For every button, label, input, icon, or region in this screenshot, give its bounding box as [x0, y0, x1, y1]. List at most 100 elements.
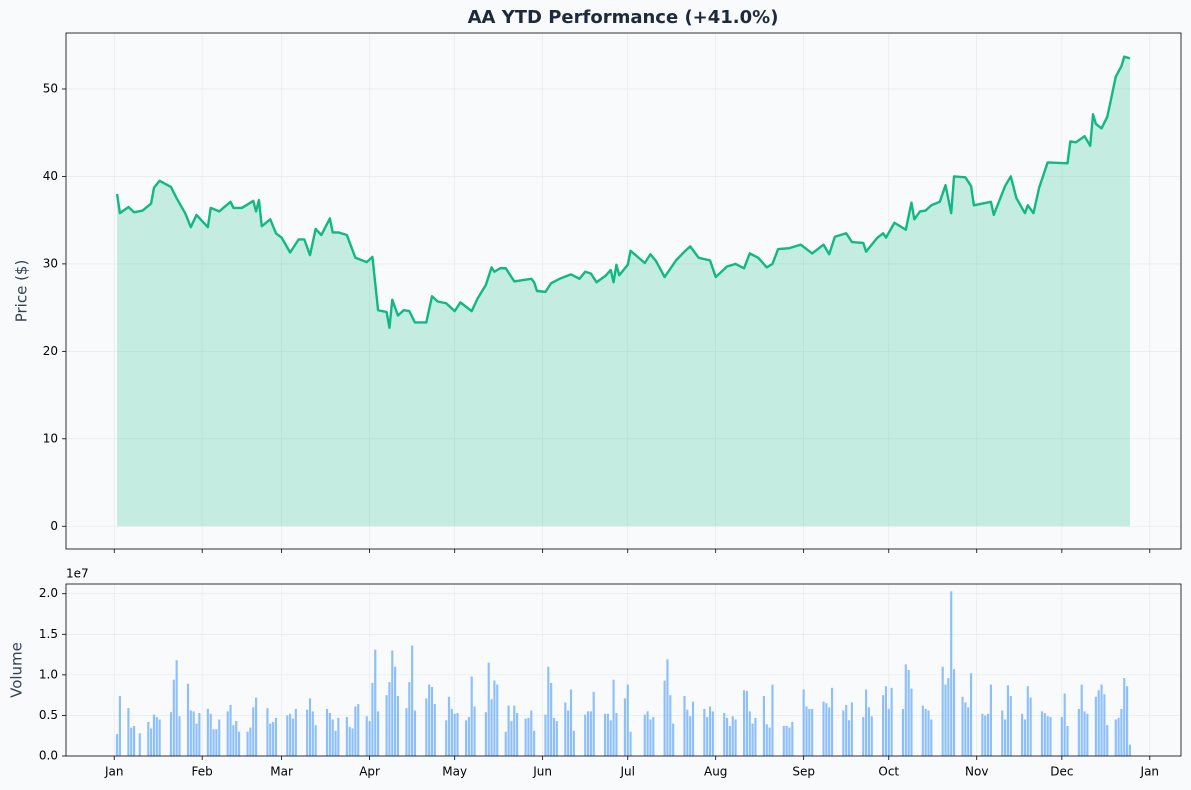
- volume-bar: [368, 721, 371, 756]
- volume-bar: [138, 733, 141, 756]
- volume-bar: [683, 695, 686, 756]
- volume-bar: [612, 679, 615, 756]
- volume-bar: [450, 708, 453, 756]
- volume-bar: [328, 713, 331, 756]
- volume-bar: [805, 706, 808, 756]
- volume-bar: [249, 727, 252, 756]
- volume-bar: [510, 721, 513, 756]
- volume-bar: [850, 702, 853, 756]
- volume-bar: [150, 728, 153, 756]
- volume-bar: [425, 698, 428, 756]
- volume-bar: [663, 680, 666, 756]
- volume-bar: [708, 706, 712, 756]
- volume-bar: [567, 710, 570, 756]
- volume-bar: [246, 731, 249, 756]
- volume-bar: [589, 711, 592, 756]
- y-tick-label: 30: [43, 256, 58, 270]
- x-tick-label: Aug: [704, 765, 727, 779]
- volume-bar: [745, 691, 748, 756]
- volume-bar: [822, 701, 825, 756]
- volume-bar: [215, 729, 218, 756]
- volume-bar: [357, 704, 360, 756]
- volume-bar: [337, 717, 340, 756]
- volume-bar: [308, 698, 312, 756]
- volume-bar: [870, 716, 873, 756]
- volume-bar: [1080, 684, 1083, 756]
- plot-frame: [65, 32, 1182, 550]
- volume-bar: [453, 713, 456, 756]
- x-tick-label: Apr: [359, 765, 380, 779]
- volume-bar: [255, 697, 258, 756]
- volume-bar: [294, 708, 297, 756]
- volume-bar: [473, 706, 476, 756]
- volume-bar: [623, 698, 626, 756]
- volume-bar: [487, 662, 490, 756]
- volume-bar: [989, 684, 992, 756]
- volume-bar: [910, 688, 913, 756]
- volume-bar: [354, 706, 357, 756]
- volume-bar: [524, 718, 527, 756]
- y-tick-label: 10: [43, 431, 58, 445]
- volume-bar: [334, 730, 337, 756]
- volume-bar: [530, 710, 533, 756]
- volume-bar: [493, 680, 496, 756]
- volume-bar: [118, 695, 121, 756]
- volume-bar: [212, 729, 215, 756]
- volume-bar: [235, 721, 238, 756]
- volume-bar: [130, 727, 133, 756]
- volume-bar: [484, 712, 487, 756]
- volume-bar: [725, 717, 729, 756]
- volume-bar: [516, 713, 519, 756]
- volume-bar: [269, 723, 272, 756]
- volume-bar: [496, 684, 499, 756]
- volume-bar: [209, 713, 212, 756]
- volume-bar: [365, 716, 368, 756]
- volume-bar: [586, 711, 590, 756]
- volume-bar: [1066, 725, 1069, 756]
- volume-bar: [1043, 713, 1046, 756]
- volume-bar: [456, 713, 459, 756]
- volume-bar: [252, 707, 255, 756]
- volume-bar: [1004, 719, 1007, 756]
- volume-bar: [927, 710, 930, 756]
- y-tick-label: 20: [43, 344, 58, 358]
- volume-bar: [961, 696, 964, 756]
- volume-bar: [547, 666, 550, 756]
- y-axis-label: Price ($): [13, 260, 31, 323]
- volume-bar: [430, 687, 434, 756]
- volume-bar: [331, 719, 334, 756]
- volume-bar: [890, 687, 893, 756]
- x-tick-label: Nov: [965, 765, 988, 779]
- volume-bar: [845, 704, 848, 756]
- volume-bar: [689, 716, 692, 756]
- volume-bar: [768, 727, 771, 756]
- volume-bar: [218, 719, 221, 756]
- x-tick-label: Jan: [1140, 765, 1160, 779]
- volume-bar: [490, 699, 493, 756]
- volume-bar: [533, 730, 536, 756]
- volume-bar: [734, 719, 737, 756]
- volume-bar: [811, 708, 814, 756]
- volume-bar: [206, 708, 209, 756]
- volume-bar: [405, 708, 408, 756]
- y-tick-label: 1.5: [39, 627, 58, 641]
- y-tick-label: 40: [43, 169, 58, 183]
- volume-bar: [569, 689, 573, 756]
- y-tick-label: 2.0: [39, 586, 58, 600]
- volume-bar: [754, 717, 757, 756]
- plot-frame: [65, 583, 1182, 757]
- volume-bar: [830, 687, 834, 756]
- volume-bar: [1128, 744, 1131, 756]
- volume-bar: [408, 682, 411, 756]
- volume-bar: [286, 715, 289, 756]
- volume-bar: [552, 717, 556, 756]
- volume-bar: [396, 695, 400, 756]
- y-tick-label: 0: [50, 519, 58, 533]
- volume-bar: [1086, 713, 1089, 756]
- chart-title: AA YTD Performance (+41.0%): [468, 7, 779, 28]
- x-tick-label: Mar: [270, 765, 293, 779]
- volume-bar: [584, 714, 587, 756]
- volume-bar: [306, 709, 309, 756]
- volume-bar: [1001, 710, 1004, 756]
